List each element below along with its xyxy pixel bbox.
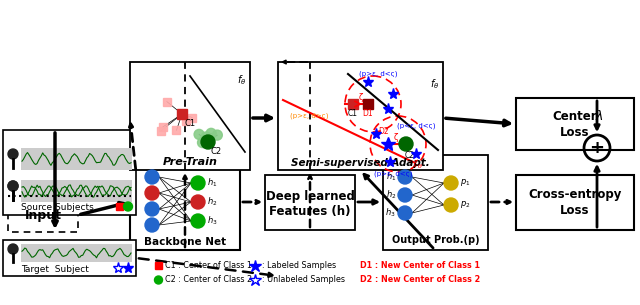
Text: Target  Subject: Target Subject	[21, 264, 89, 274]
Text: $p_1$: $p_1$	[460, 178, 470, 188]
Circle shape	[124, 202, 132, 211]
Circle shape	[154, 276, 163, 284]
Bar	[155, 262, 162, 269]
Circle shape	[191, 214, 205, 228]
Circle shape	[398, 206, 412, 220]
Circle shape	[444, 198, 458, 212]
Text: λ: λ	[595, 110, 603, 124]
Text: C1: C1	[184, 120, 196, 128]
Circle shape	[444, 176, 458, 190]
Bar	[516, 98, 634, 150]
Circle shape	[145, 202, 159, 216]
Bar	[348, 99, 358, 109]
Circle shape	[191, 195, 205, 209]
Bar	[182, 117, 191, 125]
Bar	[130, 62, 250, 170]
Bar	[177, 109, 187, 119]
Circle shape	[145, 218, 159, 232]
Text: Output Prob.(p): Output Prob.(p)	[392, 235, 479, 245]
Circle shape	[206, 128, 216, 138]
Circle shape	[191, 176, 205, 190]
Text: $f_\theta$: $f_\theta$	[430, 77, 440, 91]
Bar	[188, 113, 196, 122]
Bar	[21, 148, 132, 170]
Circle shape	[145, 170, 159, 184]
Text: Loss: Loss	[560, 125, 589, 138]
Text: +: +	[589, 139, 605, 157]
Bar	[130, 155, 240, 250]
Bar	[383, 155, 488, 250]
Text: (p>ε, d>ς): (p>ε, d>ς)	[290, 113, 328, 119]
Bar	[278, 62, 443, 170]
Bar	[159, 123, 166, 131]
Circle shape	[8, 181, 18, 191]
Text: (p<ε, d<ς): (p<ε, d<ς)	[397, 123, 435, 129]
Text: ζ: ζ	[359, 94, 364, 102]
Text: Cross-entropy: Cross-entropy	[528, 188, 621, 201]
Text: Loss: Loss	[560, 204, 589, 217]
Text: Backbone Net: Backbone Net	[144, 237, 226, 247]
Bar	[21, 244, 132, 262]
Text: $h_3$: $h_3$	[207, 215, 218, 227]
Text: $p_2$: $p_2$	[460, 199, 470, 210]
Bar	[21, 180, 132, 202]
Text: D1 : New Center of Class 1: D1 : New Center of Class 1	[360, 261, 480, 271]
Text: Semi-supervised Adapt.: Semi-supervised Adapt.	[291, 158, 430, 168]
Circle shape	[201, 135, 215, 149]
Text: $h_1$: $h_1$	[207, 177, 218, 189]
Circle shape	[201, 132, 211, 142]
Text: C1 : Center of Class 1: C1 : Center of Class 1	[165, 261, 252, 271]
Circle shape	[198, 138, 207, 148]
Text: Pre-Train: Pre-Train	[163, 157, 218, 167]
Bar	[3, 240, 136, 276]
Bar	[172, 126, 180, 134]
Text: C2: C2	[211, 148, 221, 156]
Text: C1: C1	[348, 109, 358, 119]
Text: $h_2$: $h_2$	[207, 196, 218, 208]
Circle shape	[398, 188, 412, 202]
Bar	[516, 175, 634, 230]
Bar	[265, 175, 355, 230]
Bar	[163, 98, 171, 106]
Text: Input: Input	[24, 209, 61, 221]
Text: : Unlabeled Samples: : Unlabeled Samples	[262, 275, 345, 285]
Text: $h_2$: $h_2$	[385, 189, 396, 201]
Circle shape	[8, 181, 18, 191]
Text: Features (h): Features (h)	[269, 205, 351, 218]
Text: $f'_\theta$: $f'_\theta$	[412, 159, 424, 171]
Text: D2: D2	[379, 127, 389, 137]
Text: D2 : New Center of Class 2: D2 : New Center of Class 2	[360, 275, 480, 285]
Bar	[8, 198, 78, 232]
Text: $h_3$: $h_3$	[385, 207, 396, 219]
Bar	[21, 180, 132, 202]
Text: Deep learned: Deep learned	[266, 190, 355, 203]
Text: ζ: ζ	[394, 134, 398, 142]
Text: C2 : Center of Class 2: C2 : Center of Class 2	[165, 275, 252, 285]
Text: Center: Center	[553, 109, 597, 123]
Bar	[363, 99, 373, 109]
Text: C2: C2	[405, 152, 415, 160]
Circle shape	[398, 170, 412, 184]
Text: D1: D1	[363, 109, 373, 119]
Bar	[157, 127, 165, 135]
Circle shape	[145, 186, 159, 200]
Text: Source Subjects: Source Subjects	[21, 203, 93, 211]
Circle shape	[8, 149, 18, 159]
Text: (p>ε, d<ς): (p>ε, d<ς)	[359, 71, 397, 77]
Circle shape	[8, 244, 18, 254]
Bar	[116, 203, 123, 210]
Circle shape	[194, 129, 204, 139]
Text: : Labeled Samples: : Labeled Samples	[262, 261, 336, 271]
Text: $h_1$: $h_1$	[385, 171, 396, 183]
Bar	[3, 130, 136, 215]
Text: (p>ε, d<ς): (p>ε, d<ς)	[374, 171, 412, 177]
Circle shape	[212, 130, 222, 140]
Circle shape	[399, 137, 413, 151]
Text: $f_\theta$: $f_\theta$	[237, 73, 246, 87]
